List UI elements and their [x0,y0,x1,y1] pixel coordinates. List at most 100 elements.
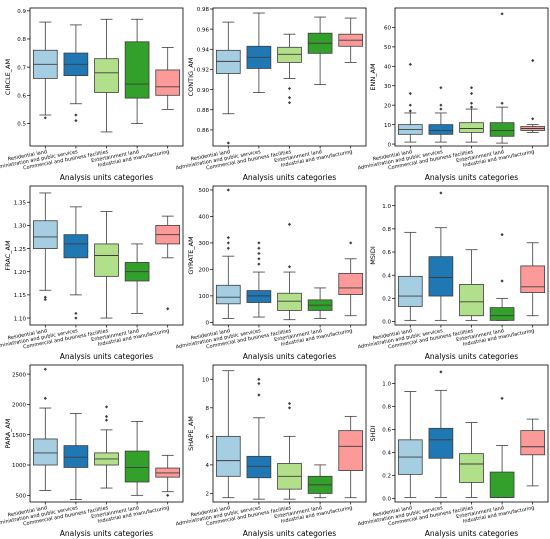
y-tick-label: 1000 [12,463,26,469]
box-4 [489,396,515,498]
outlier-marker [531,58,535,63]
outlier-marker [226,188,230,192]
box-3 [459,422,484,498]
y-axis-label: MSIDI [369,246,377,265]
box-2 [63,206,89,320]
y-tick-label: 1.35 [14,200,27,206]
outlier-marker [469,86,474,90]
y-tick-label: 0.7 [17,65,26,71]
outlier-marker [74,311,78,316]
outlier-marker [500,396,504,400]
box-3 [459,249,484,321]
outlier-marker [439,191,443,195]
y-tick-label: 50 [384,45,391,51]
outlier-marker [166,493,170,497]
outlier-marker [287,222,292,226]
box-5 [520,418,546,487]
y-tick-label: 0.5 [17,122,26,128]
y-tick-label: 0.6 [382,428,391,434]
iqr-box [459,453,484,483]
box-2 [428,370,454,498]
y-axis-label: CONTIG_AM [187,58,195,97]
outlier-marker [43,297,47,302]
iqr-box [124,450,150,483]
y-tick-label: 1.25 [14,247,27,253]
iqr-box [428,427,454,459]
y-tick-label: 0.94 [197,47,210,53]
y-tick-label: 0.8 [382,405,391,411]
outlier-marker [287,86,292,91]
box-3 [277,401,302,500]
box-1 [397,391,423,498]
outlier-marker [43,116,47,120]
y-axis-label: CIRCLE_AM [4,59,12,95]
outlier-marker [257,393,261,397]
outlier-marker [439,103,443,107]
iqr-box [63,445,89,468]
outlier-marker [257,241,261,245]
y-tick-label: 1.15 [14,293,27,299]
y-tick-label: 1.30 [14,224,27,230]
y-tick-label: 0.9 [17,9,26,15]
outlier-marker [257,377,261,381]
y-tick-label: 20 [384,103,391,109]
iqr-box [215,435,241,477]
y-tick-label: 300 [199,241,210,247]
y-tick-label: 400 [199,215,210,221]
outlier-marker [531,117,535,121]
y-tick-label: 30 [384,84,391,90]
iqr-box [94,243,119,277]
iqr-box [32,220,58,249]
y-tick-label: 0.90 [197,88,210,94]
box-4 [307,287,333,319]
y-axis-label: GYRATE_AM [187,236,195,274]
iqr-box [277,292,302,311]
outlier-marker [74,316,78,320]
box-4 [307,16,333,85]
outlier-marker [500,101,504,105]
panel-frac_am: 1.101.151.201.251.301.35FRAC_AMResidenti… [0,185,184,361]
outlier-marker [408,103,412,107]
y-tick-label: 1500 [12,433,26,439]
y-tick-label: 0.86 [197,128,210,134]
x-axis-label: Analysis units categories [425,529,519,538]
outlier-marker [226,236,230,240]
iqr-box [338,430,364,472]
y-tick-label: 8 [206,406,210,412]
box-5 [338,415,364,499]
box-1 [32,367,58,491]
outlier-marker [408,109,412,113]
iqr-box [246,455,272,479]
box-5 [155,454,181,497]
y-tick-label: 0.2 [382,297,391,303]
y-axis-label: SHAPE_AM [187,416,195,451]
outlier-marker [104,414,109,419]
panel-contig_am: 0.860.880.900.920.940.960.98CONTIG_AMRes… [175,7,367,182]
outlier-marker [439,370,443,374]
box-3 [277,222,302,321]
box-3 [94,18,119,133]
y-tick-label: 0.8 [17,37,26,43]
box-5 [520,242,546,317]
box-5 [155,47,181,110]
box-4 [124,18,150,124]
outlier-marker [43,396,47,400]
outlier-marker [469,101,474,105]
x-axis-label: Analysis units categories [425,352,519,361]
box-3 [277,33,302,105]
outlier-marker [226,241,230,245]
y-tick-label: 0.8 [382,227,391,233]
y-axis-label: PARA_AM [4,419,12,449]
y-tick-label: 500 [16,494,27,500]
y-tick-label: 0.88 [197,108,210,114]
outlier-marker [500,279,504,283]
outlier-marker [408,62,412,66]
y-axis-label: FRAC_AM [4,240,12,270]
y-tick-label: 0.2 [382,474,391,480]
box-4 [307,464,333,499]
iqr-box [428,256,454,297]
y-tick-label: 2500 [12,372,26,378]
